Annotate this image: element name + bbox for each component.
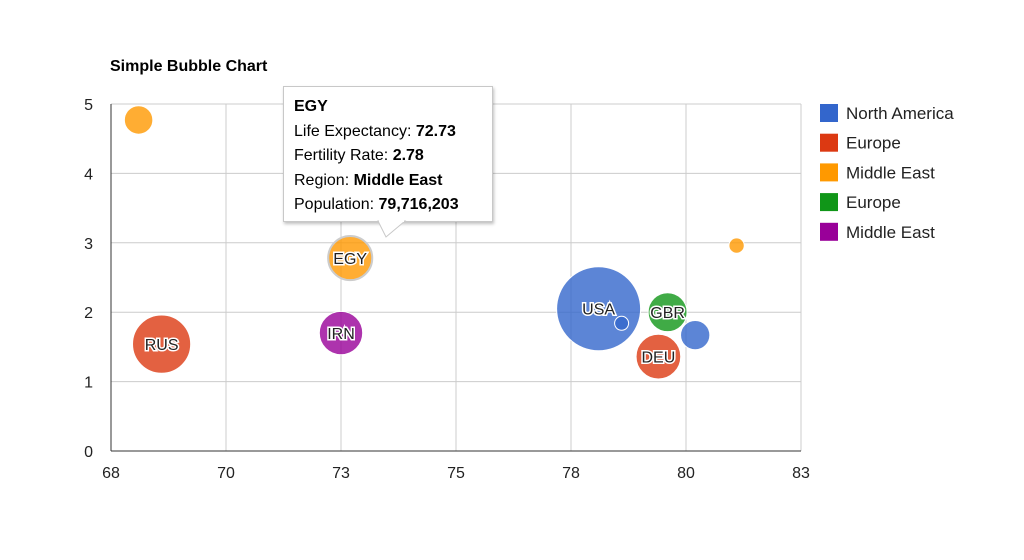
bubble-label: USA [582,302,615,319]
tooltip-region: Region: Middle East [294,171,443,189]
legend-item-label[interactable]: North America [846,104,954,123]
legend-swatch [820,193,838,212]
bubble-label: IRN [327,326,355,343]
bubble-gbr[interactable] [647,292,688,333]
tooltip-title: EGY [294,98,328,115]
bubble[interactable] [680,319,711,351]
x-tick-label: 73 [332,465,350,482]
bubble[interactable] [728,237,745,254]
y-tick-label: 1 [84,375,93,392]
legend-swatch [820,222,838,241]
legend-swatch [820,104,838,122]
x-tick-label: 68 [102,465,120,482]
bubble[interactable] [614,315,630,331]
bubble-irn[interactable] [318,310,364,356]
legend-item-label[interactable]: Middle East [846,223,935,242]
y-tick-label: 0 [84,444,93,461]
y-tick-label: 5 [84,97,93,114]
x-tick-label: 78 [562,465,580,482]
y-tick-label: 2 [84,305,93,322]
y-tick-label: 4 [84,166,93,183]
x-tick-label: 80 [677,465,695,482]
bubble-rus[interactable] [132,314,192,374]
bubble-egy[interactable] [327,235,374,282]
legend-swatch [820,133,838,152]
data-tooltip: EGY Life Expectancy: 72.73 Fertility Rat… [283,86,493,222]
legend-item-label[interactable]: Europe [846,193,901,212]
tooltip-population: Population: 79,716,203 [294,196,459,213]
bubble-label: RUS [145,337,179,354]
bubble-label: GBR [650,305,685,322]
bubble-label: EGY [333,251,367,268]
legend: North America Europe Middle East Europe Midd… [820,104,954,242]
legend-item-label[interactable]: Europe [846,134,901,153]
bubble-series: RUS IRN EGY USA GBR DEU [123,105,745,380]
y-tick-label: 3 [84,236,93,253]
x-tick-label: 83 [792,465,810,482]
chart-title: Simple Bubble Chart [110,58,268,75]
legend-item-label[interactable]: Middle East [846,163,935,182]
x-tick-label: 70 [217,465,235,482]
bubble-label: DEU [642,350,676,367]
tooltip-life-expectancy: Life Expectancy: 72.73 [294,122,456,140]
axes: 68 70 73 75 78 80 83 0 1 2 3 4 5 [84,97,810,482]
x-tick-label: 75 [447,465,465,482]
bubble[interactable] [123,105,154,135]
tooltip-fertility-rate: Fertility Rate: 2.78 [294,147,424,164]
bubble-deu[interactable] [635,333,682,380]
legend-swatch [820,163,838,182]
